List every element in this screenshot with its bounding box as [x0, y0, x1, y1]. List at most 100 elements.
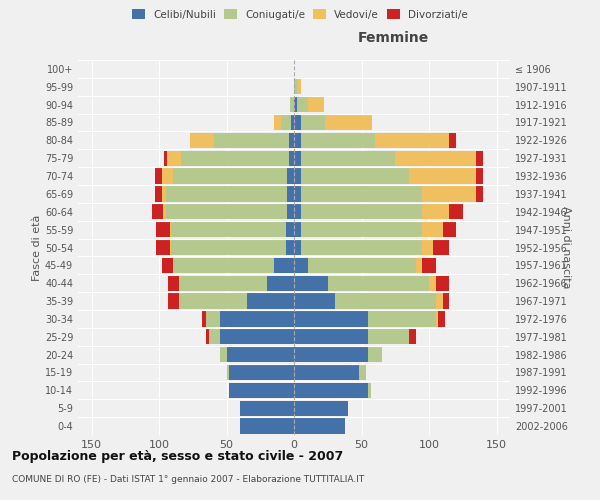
Bar	[301, 150, 395, 166]
Bar	[155, 168, 161, 184]
Bar	[286, 240, 294, 255]
Bar	[287, 186, 294, 202]
Bar	[296, 97, 308, 112]
Bar	[422, 222, 443, 237]
Bar	[290, 97, 294, 112]
Bar	[163, 204, 166, 220]
Bar	[294, 276, 328, 291]
Bar	[328, 276, 429, 291]
Bar	[294, 97, 296, 112]
Bar	[156, 222, 170, 237]
Bar	[220, 312, 294, 326]
Bar	[169, 294, 179, 308]
Bar	[294, 150, 301, 166]
Bar	[161, 168, 173, 184]
Bar	[227, 365, 229, 380]
Bar	[267, 276, 294, 291]
Bar	[161, 186, 166, 202]
Bar	[247, 294, 294, 308]
Bar	[292, 115, 294, 130]
Legend: Celibi/Nubili, Coniugati/e, Vedovi/e, Divorziati/e: Celibi/Nubili, Coniugati/e, Vedovi/e, Di…	[128, 5, 472, 24]
Bar	[173, 168, 287, 184]
Bar	[294, 400, 348, 416]
Bar	[287, 204, 294, 220]
Bar	[170, 240, 171, 255]
Bar	[436, 312, 439, 326]
Bar	[220, 347, 227, 362]
Bar	[169, 276, 179, 291]
Bar	[294, 79, 296, 94]
Bar	[274, 258, 294, 273]
Bar	[308, 97, 324, 112]
Bar	[152, 204, 163, 220]
Bar	[409, 168, 476, 184]
Bar	[229, 383, 294, 398]
Text: Femmine: Femmine	[358, 31, 429, 45]
Bar	[436, 276, 449, 291]
Bar	[409, 329, 415, 344]
Text: COMUNE DI RO (FE) - Dati ISTAT 1° gennaio 2007 - Elaborazione TUTTITALIA.IT: COMUNE DI RO (FE) - Dati ISTAT 1° gennai…	[12, 475, 364, 484]
Bar	[173, 258, 274, 273]
Bar	[335, 294, 436, 308]
Y-axis label: Anni di nascita: Anni di nascita	[560, 206, 571, 289]
Bar	[449, 133, 456, 148]
Bar	[161, 258, 173, 273]
Bar	[209, 329, 220, 344]
Bar	[359, 365, 365, 380]
Bar	[156, 240, 170, 255]
Bar	[181, 150, 289, 166]
Bar	[294, 186, 301, 202]
Bar	[301, 204, 422, 220]
Bar	[449, 204, 463, 220]
Bar	[294, 294, 335, 308]
Bar	[294, 383, 368, 398]
Bar	[294, 168, 301, 184]
Bar	[166, 204, 287, 220]
Bar	[294, 418, 346, 434]
Bar	[294, 133, 301, 148]
Bar	[395, 150, 476, 166]
Bar	[476, 186, 483, 202]
Bar	[289, 150, 294, 166]
Bar	[368, 383, 371, 398]
Bar	[443, 222, 456, 237]
Bar	[206, 329, 209, 344]
Bar	[171, 240, 286, 255]
Bar	[301, 133, 375, 148]
Bar	[301, 222, 422, 237]
Bar	[294, 365, 359, 380]
Bar	[294, 222, 301, 237]
Bar	[433, 240, 449, 255]
Bar	[206, 312, 220, 326]
Bar	[274, 115, 281, 130]
Y-axis label: Fasce di età: Fasce di età	[32, 214, 42, 280]
Bar	[294, 204, 301, 220]
Bar	[286, 222, 294, 237]
Bar	[294, 258, 308, 273]
Bar	[296, 79, 301, 94]
Bar	[164, 150, 167, 166]
Bar	[301, 115, 325, 130]
Bar	[227, 347, 294, 362]
Bar	[167, 150, 181, 166]
Bar	[368, 329, 409, 344]
Bar	[190, 133, 214, 148]
Bar	[214, 133, 289, 148]
Bar	[294, 329, 368, 344]
Text: Popolazione per età, sesso e stato civile - 2007: Popolazione per età, sesso e stato civil…	[12, 450, 343, 463]
Bar	[301, 168, 409, 184]
Bar	[294, 312, 368, 326]
Bar	[220, 329, 294, 344]
Bar	[281, 115, 292, 130]
Bar	[443, 294, 449, 308]
Bar	[422, 240, 433, 255]
Bar	[294, 115, 301, 130]
Bar	[308, 258, 415, 273]
Bar	[476, 150, 483, 166]
Bar	[415, 258, 422, 273]
Bar	[422, 204, 449, 220]
Bar	[368, 347, 382, 362]
Bar	[179, 276, 267, 291]
Bar	[422, 258, 436, 273]
Bar	[240, 400, 294, 416]
